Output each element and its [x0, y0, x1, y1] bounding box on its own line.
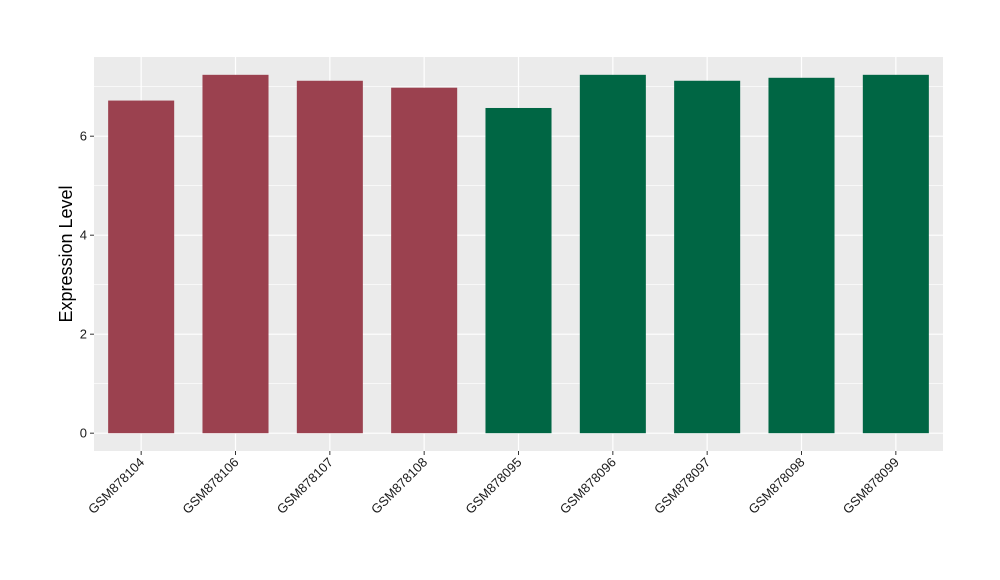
y-axis-title: Expression Level	[56, 185, 76, 322]
y-tick-label: 6	[80, 129, 87, 144]
bar-GSM878095	[485, 107, 552, 434]
y-tick-label: 0	[80, 426, 87, 441]
x-tick-label: GSM878107	[274, 455, 336, 517]
y-tick-label: 2	[80, 327, 87, 342]
bar-GSM878098	[768, 77, 835, 434]
x-tick-label: GSM878099	[840, 455, 902, 517]
x-tick-label: GSM878096	[557, 455, 619, 517]
bar-GSM878096	[579, 74, 646, 434]
y-axis: 0 2 4 6	[80, 129, 94, 441]
x-tick-label: GSM878106	[179, 455, 241, 517]
x-tick-label: GSM878098	[745, 455, 807, 517]
bar-GSM878106	[202, 74, 269, 434]
bar-GSM878099	[862, 74, 929, 434]
bar-GSM878108	[391, 87, 458, 434]
x-tick-label: GSM878095	[462, 455, 524, 517]
x-axis: GSM878104 GSM878106 GSM878107 GSM878108 GSM8…	[85, 451, 902, 517]
bar-GSM878097	[674, 80, 741, 434]
x-tick-label: GSM878097	[651, 455, 713, 517]
x-tick-label: GSM878104	[85, 455, 147, 517]
x-tick-label: GSM878108	[368, 455, 430, 517]
y-tick-label: 4	[80, 228, 87, 243]
bar-GSM878107	[296, 80, 363, 434]
bar-GSM878104	[108, 100, 175, 434]
bars	[108, 74, 929, 434]
